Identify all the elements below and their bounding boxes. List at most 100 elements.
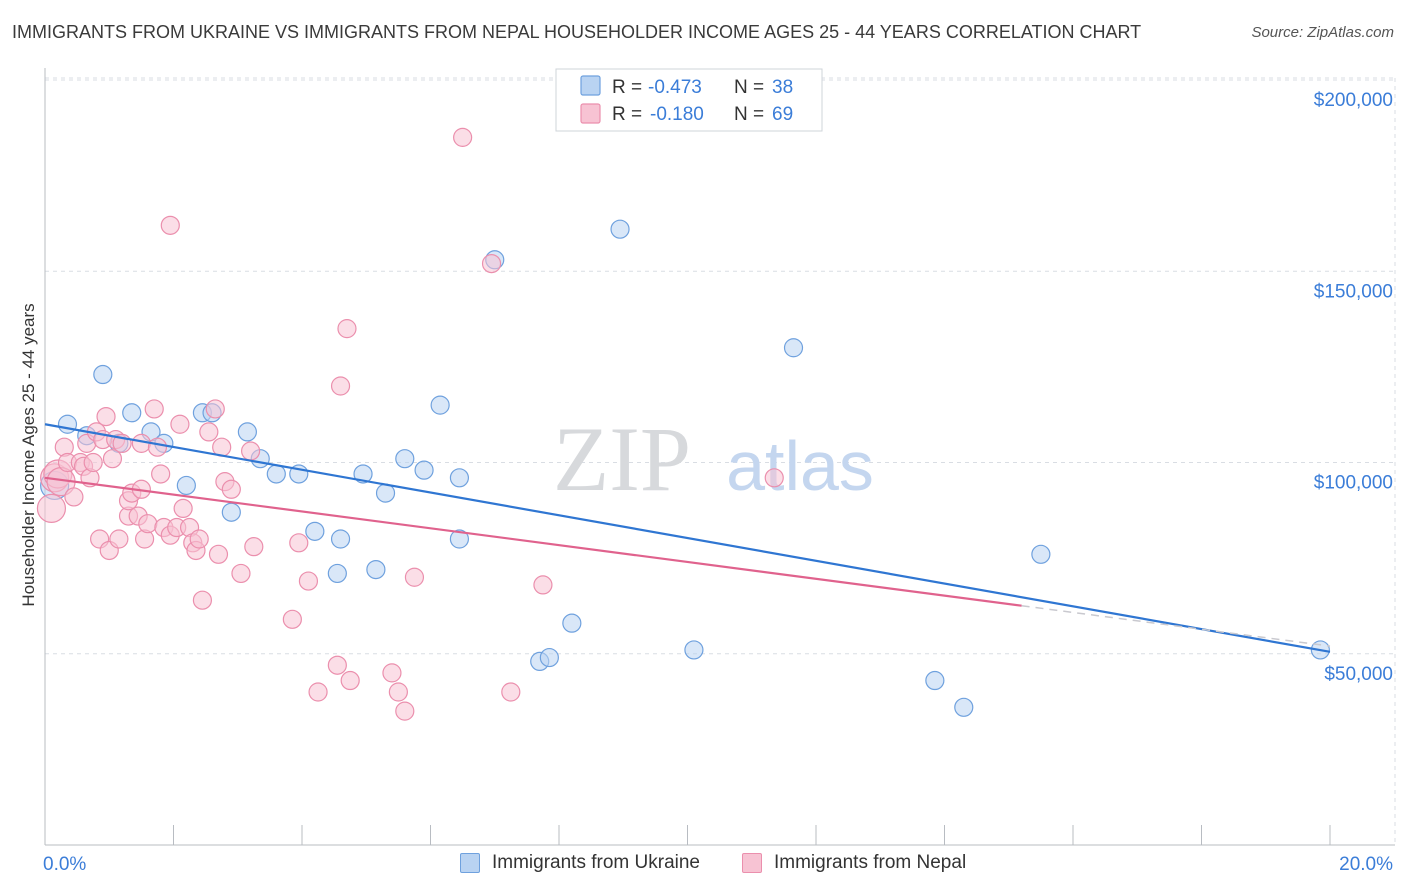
point-nepal [109,529,129,549]
point-nepal [241,441,261,461]
point-ukraine [366,559,386,580]
point-nepal [382,663,402,683]
point-nepal [481,254,502,274]
point-nepal [205,399,225,419]
legend-swatch-nepal-bottom [742,853,762,873]
point-ukraine [430,395,450,415]
point-nepal [404,567,425,587]
point-nepal [208,544,229,564]
point-nepal [764,468,784,488]
trend-line-ext-nepal [1021,604,1331,647]
y-tick-label: $150,000 [1314,281,1393,302]
point-ukraine [237,422,257,442]
point-nepal [330,376,351,396]
point-ukraine [925,670,945,691]
y-tick-label: $200,000 [1314,90,1393,111]
correlation-legend: R = -0.473 N = 38 R = -0.180 N = 69 [555,68,823,132]
point-ukraine [684,640,704,660]
point-nepal [189,529,209,549]
point-nepal [138,514,158,534]
legend-swatch-nepal [580,103,601,124]
point-nepal [337,319,357,339]
trend-lines [44,423,1331,653]
point-ukraine [954,697,974,717]
legend-label-ukraine: Immigrants from Ukraine [492,852,700,873]
legend-swatch-ukraine-bottom [460,853,480,873]
legend-n-label-nepal: N = [734,104,764,125]
watermark-zip: ZIP [553,408,691,510]
legend-n-value-ukraine: 38 [772,77,793,98]
trend-line-ukraine [44,423,1331,653]
point-nepal [170,414,190,434]
legend-n-value-nepal: 69 [772,104,793,125]
legend-r-value-nepal: -0.180 [650,104,704,125]
source-credit: Source: ZipAtlas.com [1251,24,1394,41]
point-nepal [289,533,309,553]
axes [44,68,1395,846]
point-nepal [388,682,408,702]
point-nepal [533,575,553,595]
point-ukraine [305,521,325,541]
legend-r-label-nepal: R = [612,104,642,125]
chart-title: IMMIGRANTS FROM UKRAINE VS IMMIGRANTS FR… [12,22,1142,42]
point-nepal [96,407,116,427]
point-ukraine [330,529,351,549]
point-ukraine [57,414,78,434]
point-nepal [231,563,251,584]
point-nepal [340,670,360,691]
point-nepal [327,655,347,675]
point-nepal [160,215,180,235]
tick-labels: $200,000 $150,000 $100,000 $50,000 0.0% 20.0% [43,90,1393,875]
point-nepal [395,701,415,721]
point-nepal [298,571,319,591]
x-tick-label: 0.0% [43,854,86,875]
x-tick-label: 20.0% [1339,854,1393,875]
legend-item-ukraine[interactable]: Immigrants from Ukraine [460,852,700,874]
point-nepal [64,487,84,507]
y-axis-label: Householder Income Ages 25 - 44 years [19,303,38,606]
point-ukraine [266,464,286,484]
point-nepal [173,498,193,518]
point-nepal [282,609,302,629]
point-ukraine [353,464,373,484]
point-nepal [151,464,171,484]
point-ukraine [783,338,804,358]
point-ukraine [449,468,470,488]
point-nepal [102,449,123,469]
point-nepal [221,479,241,499]
point-nepal [144,399,164,419]
point-ukraine [122,403,142,423]
legend-label-nepal: Immigrants from Nepal [774,852,967,873]
point-nepal [36,493,67,523]
legend-item-nepal[interactable]: Immigrants from Nepal [742,852,966,874]
y-tick-label: $100,000 [1314,473,1393,494]
point-ukraine [539,647,559,668]
point-ukraine [327,563,347,584]
legend-r-value-ukraine: -0.473 [648,77,702,98]
watermark: ZIP atlas [553,408,874,510]
data-points [36,127,1330,721]
point-ukraine [414,460,434,480]
watermark-atlas: atlas [726,427,874,505]
point-ukraine [221,502,241,522]
point-nepal [192,590,213,610]
point-nepal [83,452,103,473]
grid-lines [45,77,1396,845]
point-nepal [453,127,473,147]
legend-n-label-ukraine: N = [734,77,764,98]
point-ukraine [1031,544,1051,564]
point-ukraine [562,613,582,633]
legend-swatch-ukraine [580,75,601,96]
point-ukraine [93,364,113,385]
point-ukraine [610,219,630,239]
point-ukraine [375,483,396,503]
y-tick-label: $50,000 [1324,664,1393,685]
point-ukraine [449,529,470,549]
point-nepal [244,537,264,557]
legend-r-label-ukraine: R = [612,77,642,98]
point-nepal [308,682,328,702]
point-nepal [147,437,168,457]
point-nepal [501,682,521,702]
point-nepal [199,422,219,442]
